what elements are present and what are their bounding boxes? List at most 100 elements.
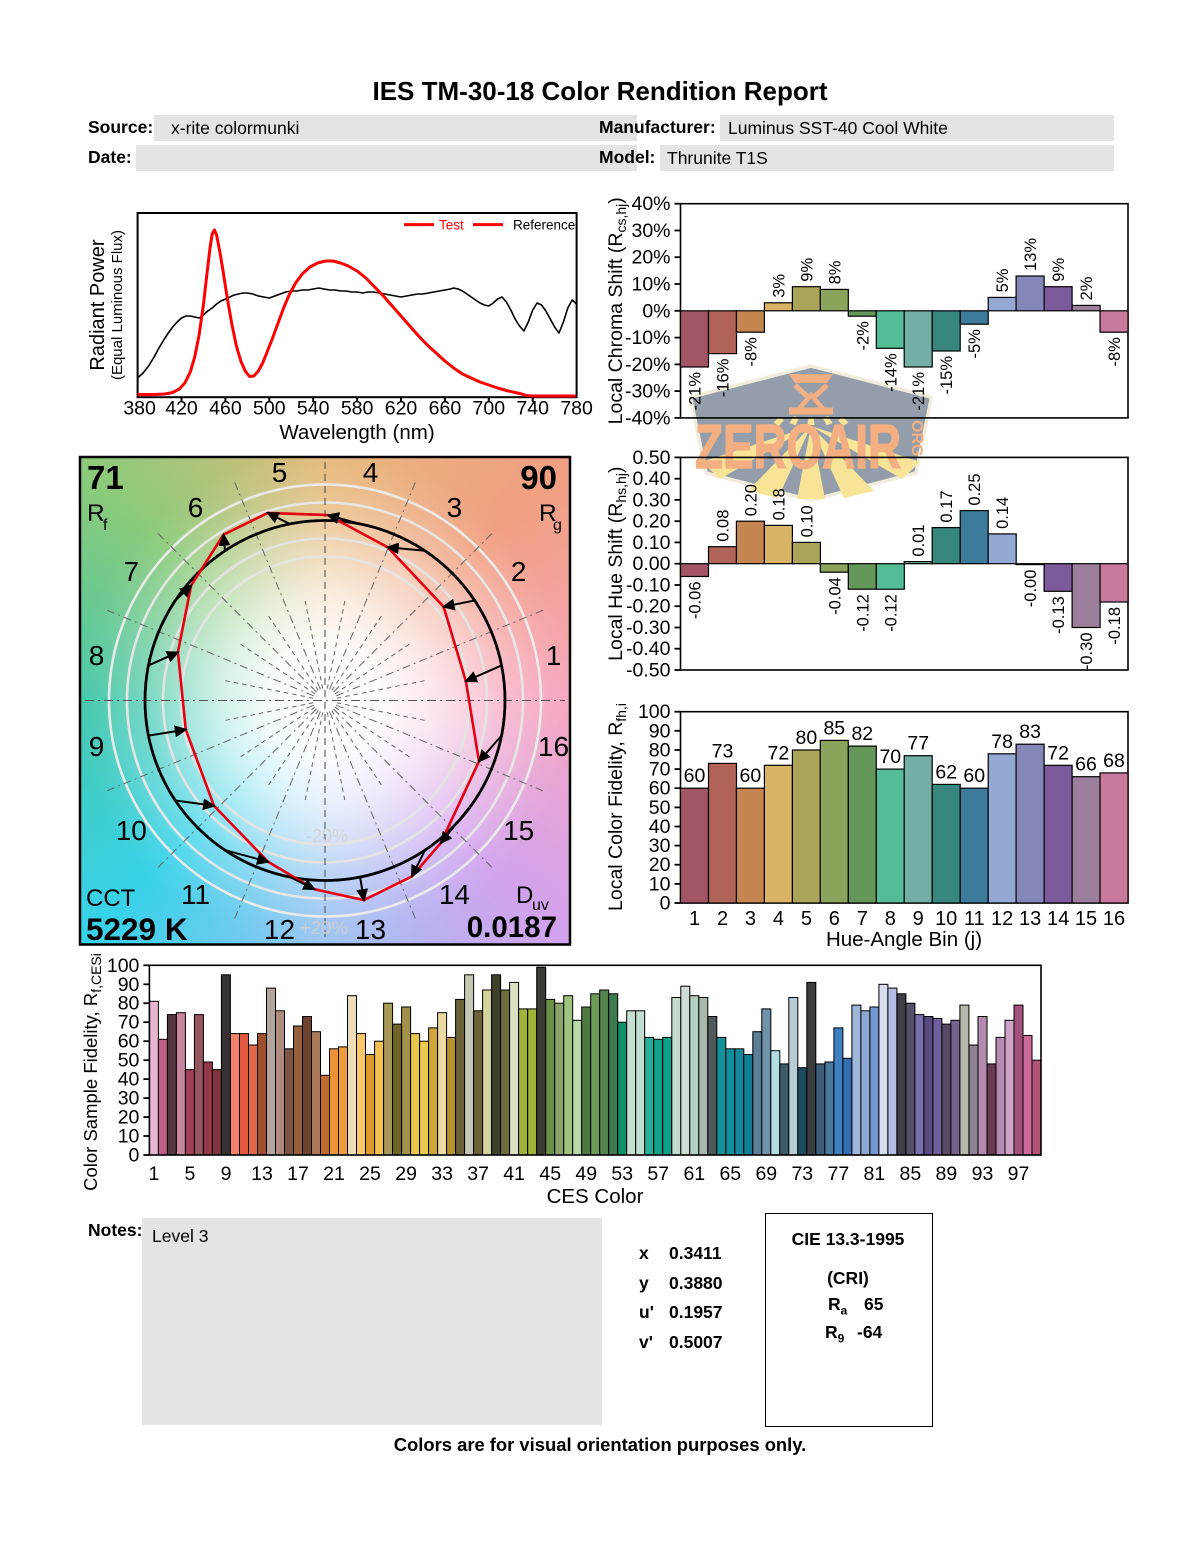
svg-text:90: 90 <box>649 720 671 742</box>
svg-text:1: 1 <box>546 640 562 671</box>
svg-text:-0.13: -0.13 <box>1050 596 1068 634</box>
svg-text:8: 8 <box>885 908 896 930</box>
svg-text:-0.04: -0.04 <box>826 577 844 615</box>
svg-text:Wavelength (nm): Wavelength (nm) <box>279 421 434 444</box>
svg-text:11: 11 <box>181 879 210 910</box>
svg-text:41: 41 <box>503 1163 525 1185</box>
svg-text:(Equal Luminous Flux): (Equal Luminous Flux) <box>109 230 126 380</box>
svg-text:10: 10 <box>935 908 957 930</box>
svg-text:-21%: -21% <box>687 372 705 411</box>
svg-text:100: 100 <box>107 955 140 977</box>
svg-text:81: 81 <box>864 1163 886 1185</box>
svg-text:0.08: 0.08 <box>715 510 733 542</box>
svg-text:90: 90 <box>520 459 557 496</box>
svg-text:Radiant Power: Radiant Power <box>87 239 109 371</box>
svg-text:f: f <box>103 517 108 534</box>
svg-text:37: 37 <box>467 1163 489 1185</box>
svg-text:3%: 3% <box>770 274 788 298</box>
svg-text:CCT: CCT <box>86 885 136 912</box>
svg-text:15: 15 <box>1075 908 1097 930</box>
svg-text:60: 60 <box>118 1031 140 1053</box>
svg-text:5229 K: 5229 K <box>86 911 188 947</box>
svg-text:13: 13 <box>1019 908 1041 930</box>
svg-text:49: 49 <box>575 1163 597 1185</box>
svg-text:77: 77 <box>828 1163 850 1185</box>
svg-text:0: 0 <box>129 1145 140 1167</box>
svg-text:8: 8 <box>89 640 105 671</box>
svg-text:15: 15 <box>503 815 534 846</box>
svg-text:620: 620 <box>385 398 418 420</box>
svg-text:0: 0 <box>660 893 671 915</box>
svg-text:12: 12 <box>264 914 295 945</box>
svg-text:89: 89 <box>936 1163 958 1185</box>
svg-text:-0.10: -0.10 <box>626 575 671 597</box>
svg-text:14: 14 <box>1047 908 1069 930</box>
svg-text:-20%: -20% <box>625 354 671 376</box>
svg-text:77: 77 <box>907 733 929 755</box>
svg-text:60: 60 <box>740 765 762 787</box>
svg-text:72: 72 <box>1047 742 1069 764</box>
svg-text:12: 12 <box>991 908 1013 930</box>
svg-text:10: 10 <box>118 1126 140 1148</box>
svg-text:90: 90 <box>118 974 140 996</box>
svg-text:14: 14 <box>439 879 470 910</box>
svg-text:R: R <box>539 500 557 527</box>
svg-text:30: 30 <box>649 835 671 857</box>
svg-text:-10%: -10% <box>625 327 671 349</box>
svg-text:70: 70 <box>649 759 671 781</box>
svg-text:540: 540 <box>297 398 330 420</box>
svg-text:13: 13 <box>251 1163 273 1185</box>
svg-text:0.01: 0.01 <box>910 524 928 556</box>
svg-text:2: 2 <box>717 908 728 930</box>
svg-text:-40%: -40% <box>625 407 671 429</box>
svg-text:13: 13 <box>355 914 386 945</box>
svg-text:6: 6 <box>188 492 204 523</box>
svg-text:40: 40 <box>118 1069 140 1091</box>
svg-text:93: 93 <box>972 1163 994 1185</box>
svg-text:10: 10 <box>649 873 671 895</box>
svg-text:3: 3 <box>447 492 463 523</box>
svg-text:-5%: -5% <box>966 329 984 359</box>
svg-text:-0.00: -0.00 <box>1022 570 1040 608</box>
svg-text:Test: Test <box>439 218 464 233</box>
svg-text:R: R <box>87 500 105 527</box>
svg-text:0.20: 0.20 <box>633 511 671 533</box>
svg-text:5: 5 <box>801 908 812 930</box>
svg-text:0.0187: 0.0187 <box>467 911 557 944</box>
svg-text:4: 4 <box>773 908 784 930</box>
svg-text:65: 65 <box>719 1163 741 1185</box>
svg-text:2%: 2% <box>1078 276 1096 300</box>
svg-text:61: 61 <box>683 1163 705 1185</box>
svg-text:50: 50 <box>649 797 671 819</box>
svg-text:-0.20: -0.20 <box>626 596 671 618</box>
svg-text:-16%: -16% <box>715 358 733 397</box>
svg-text:-0.06: -0.06 <box>687 582 705 620</box>
svg-text:50: 50 <box>118 1050 140 1072</box>
svg-text:-21%: -21% <box>910 372 928 411</box>
svg-text:78: 78 <box>991 731 1013 753</box>
svg-text:66: 66 <box>1075 754 1097 776</box>
svg-text:-0.18: -0.18 <box>1106 607 1124 645</box>
svg-text:3: 3 <box>745 908 756 930</box>
svg-text:-30%: -30% <box>625 381 671 403</box>
svg-text:16: 16 <box>1103 908 1125 930</box>
svg-text:-0.30: -0.30 <box>626 617 671 639</box>
svg-text:Hue-Angle Bin (j): Hue-Angle Bin (j) <box>826 928 982 951</box>
svg-text:Local Chroma Shift (Rcs,hj): Local Chroma Shift (Rcs,hj) <box>605 197 629 424</box>
svg-text:0.10: 0.10 <box>798 505 816 537</box>
svg-text:30%: 30% <box>631 220 670 242</box>
svg-text:580: 580 <box>341 398 374 420</box>
svg-text:6: 6 <box>829 908 840 930</box>
svg-text:Reference: Reference <box>513 218 575 233</box>
svg-text:7: 7 <box>857 908 868 930</box>
svg-text:73: 73 <box>712 740 734 762</box>
svg-text:70: 70 <box>879 746 901 768</box>
svg-text:25: 25 <box>359 1163 381 1185</box>
svg-text:60: 60 <box>963 765 985 787</box>
svg-text:Color Sample Fidelity, Rf,CESi: Color Sample Fidelity, Rf,CESi <box>80 953 104 1191</box>
svg-text:0.50: 0.50 <box>633 447 671 469</box>
svg-text:10: 10 <box>116 815 147 846</box>
svg-text:8%: 8% <box>826 260 844 284</box>
svg-text:100: 100 <box>638 701 671 723</box>
svg-text:0%: 0% <box>642 300 670 322</box>
